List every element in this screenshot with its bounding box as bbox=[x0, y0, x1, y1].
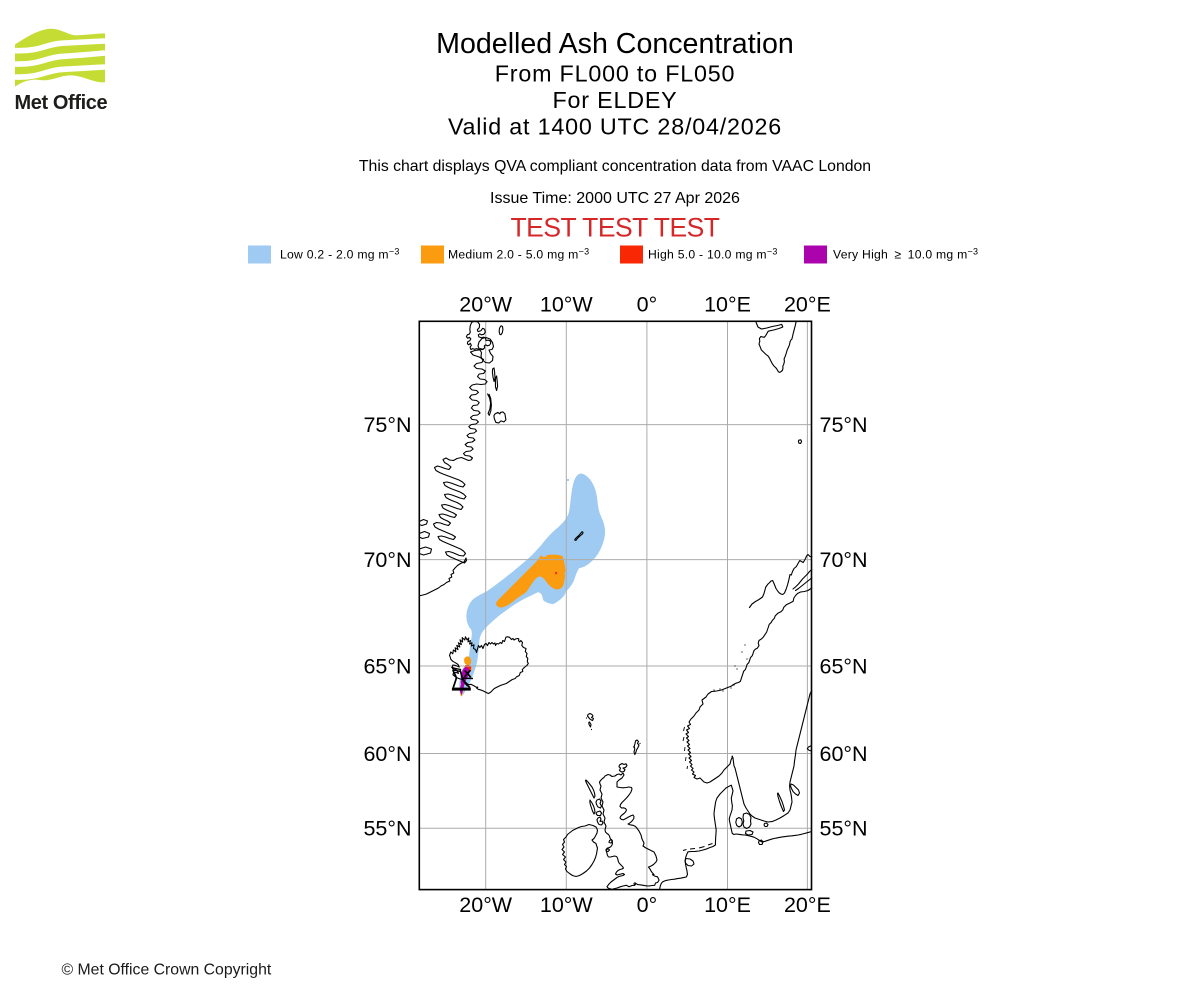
svg-text:10°E: 10°E bbox=[704, 293, 751, 317]
svg-text:10°W: 10°W bbox=[540, 893, 594, 917]
svg-text:High 5.0 - 10.0 mg m−3: High 5.0 - 10.0 mg m−3 bbox=[648, 247, 778, 262]
svg-text:Very High ≥ 10.0 mg m−3: Very High ≥ 10.0 mg m−3 bbox=[833, 247, 978, 262]
svg-text:© Met Office Crown Copyright: © Met Office Crown Copyright bbox=[62, 962, 272, 979]
svg-text:Medium 2.0 - 5.0 mg m−3: Medium 2.0 - 5.0 mg m−3 bbox=[448, 247, 589, 262]
svg-text:75°N: 75°N bbox=[820, 413, 868, 437]
svg-text:70°N: 70°N bbox=[820, 548, 868, 572]
svg-text:65°N: 65°N bbox=[820, 654, 868, 678]
svg-text:0°: 0° bbox=[637, 893, 658, 917]
svg-text:For ELDEY: For ELDEY bbox=[552, 87, 677, 113]
svg-text:Valid at 1400 UTC 28/04/2026: Valid at 1400 UTC 28/04/2026 bbox=[448, 114, 782, 140]
svg-text:Low 0.2 - 2.0 mg m−3: Low 0.2 - 2.0 mg m−3 bbox=[280, 247, 400, 262]
svg-text:20°W: 20°W bbox=[459, 293, 513, 317]
svg-text:20°E: 20°E bbox=[784, 293, 831, 317]
svg-text:Issue Time: 2000 UTC 27 Apr 20: Issue Time: 2000 UTC 27 Apr 2026 bbox=[490, 190, 740, 207]
svg-text:55°N: 55°N bbox=[820, 817, 868, 841]
svg-text:60°N: 60°N bbox=[363, 742, 411, 766]
svg-text:0°: 0° bbox=[637, 293, 658, 317]
svg-text:20°W: 20°W bbox=[459, 893, 513, 917]
svg-text:70°N: 70°N bbox=[363, 548, 411, 572]
svg-text:65°N: 65°N bbox=[363, 654, 411, 678]
svg-text:10°E: 10°E bbox=[704, 893, 751, 917]
svg-text:10°W: 10°W bbox=[540, 293, 594, 317]
svg-text:TEST TEST TEST: TEST TEST TEST bbox=[511, 213, 720, 243]
svg-text:60°N: 60°N bbox=[820, 742, 868, 766]
svg-text:From FL000 to FL050: From FL000 to FL050 bbox=[495, 61, 736, 87]
svg-text:20°E: 20°E bbox=[784, 893, 831, 917]
svg-text:Modelled Ash Concentration: Modelled Ash Concentration bbox=[436, 28, 794, 60]
svg-text:55°N: 55°N bbox=[363, 817, 411, 841]
svg-text:75°N: 75°N bbox=[363, 413, 411, 437]
svg-text:This chart displays QVA compli: This chart displays QVA compliant concen… bbox=[359, 158, 871, 175]
svg-text:Met Office: Met Office bbox=[15, 92, 108, 114]
